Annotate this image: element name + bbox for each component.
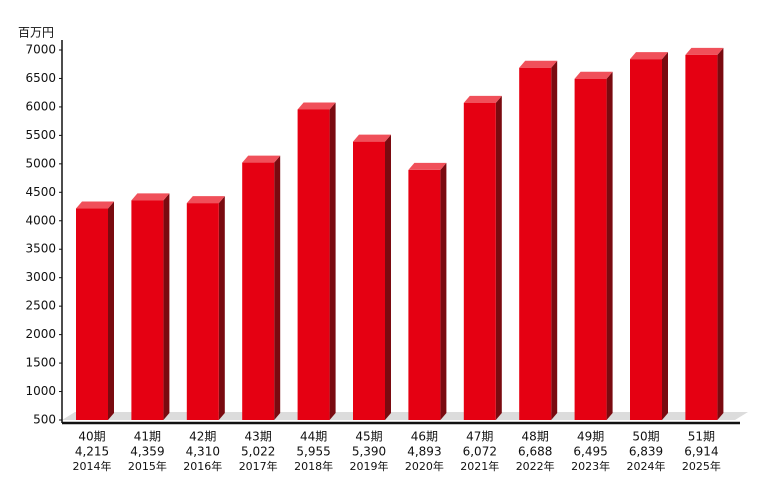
x-tick-label: 40期 — [78, 430, 105, 444]
bar-top — [76, 201, 114, 209]
bar-top — [463, 95, 502, 103]
bar-side — [495, 95, 502, 420]
bar — [131, 200, 164, 420]
year-label: 2014年 — [73, 459, 112, 473]
bar — [630, 59, 662, 421]
bar — [76, 208, 108, 420]
bar — [574, 78, 607, 420]
x-tick-label: 42期 — [189, 430, 216, 444]
bar — [685, 54, 718, 420]
bar-top — [297, 102, 336, 110]
bar-side — [606, 71, 613, 420]
bar — [463, 102, 496, 420]
bar-side — [717, 47, 724, 420]
y-tick-label: 3000 — [25, 270, 56, 284]
y-tick-label: 1000 — [25, 384, 56, 398]
bar-side — [385, 134, 391, 420]
x-tick-label: 44期 — [300, 430, 327, 444]
y-tick-label: 5500 — [25, 128, 56, 142]
y-tick-label: 4000 — [25, 213, 56, 227]
x-tick-label: 50期 — [632, 430, 659, 444]
value-label: 6,688 — [518, 445, 552, 459]
bar-side — [329, 102, 336, 420]
y-tick-label: 4500 — [25, 185, 56, 199]
value-label: 4,215 — [75, 445, 109, 459]
bar — [186, 203, 219, 420]
value-label: 4,359 — [130, 445, 164, 459]
bar-top — [574, 71, 613, 79]
x-tick-label: 48期 — [522, 430, 549, 444]
y-tick-label: 6500 — [25, 71, 56, 85]
bar — [297, 109, 330, 420]
value-label: 6,914 — [684, 445, 718, 459]
year-label: 2016年 — [183, 459, 222, 473]
y-tick-label: 2500 — [25, 299, 56, 313]
year-label: 2022年 — [516, 459, 555, 473]
bar — [353, 141, 385, 420]
bar-top — [630, 52, 668, 60]
bar-side — [551, 60, 558, 420]
bar-side — [662, 52, 668, 421]
x-tick-label: 43期 — [245, 430, 272, 444]
x-tick-label: 49期 — [577, 430, 604, 444]
year-label: 2023年 — [571, 459, 610, 473]
year-label: 2021年 — [460, 459, 499, 473]
bar-side — [218, 196, 225, 420]
year-label: 2020年 — [405, 459, 444, 473]
bar-top — [353, 134, 391, 142]
value-label: 5,022 — [241, 445, 275, 459]
x-tick-label: 41期 — [134, 430, 161, 444]
value-label: 6,495 — [573, 445, 607, 459]
x-tick-label: 45期 — [355, 430, 382, 444]
x-tick-label: 47期 — [466, 430, 493, 444]
y-tick-label: 1500 — [25, 356, 56, 370]
bar-side — [163, 193, 170, 420]
bar-top — [519, 60, 558, 68]
year-label: 2025年 — [682, 459, 721, 473]
y-tick-label: 7000 — [25, 43, 56, 57]
y-tick-label: 500 — [33, 413, 56, 427]
bar — [408, 169, 441, 420]
bar-side — [274, 155, 281, 420]
y-tick-label: 3500 — [25, 242, 56, 256]
y-tick-label: 6000 — [25, 99, 56, 113]
year-label: 2019年 — [350, 459, 389, 473]
year-label: 2024年 — [627, 459, 666, 473]
bar — [519, 67, 552, 420]
year-label: 2015年 — [128, 459, 167, 473]
value-label: 4,893 — [407, 445, 441, 459]
y-tick-label: 2000 — [25, 327, 56, 341]
y-tick-label: 5000 — [25, 156, 56, 170]
bar-top — [186, 196, 225, 204]
bar-side — [108, 201, 114, 420]
bar — [242, 162, 275, 420]
bar-side — [440, 162, 447, 420]
value-label: 5,390 — [352, 445, 386, 459]
year-label: 2018年 — [294, 459, 333, 473]
bar-top — [131, 193, 170, 201]
bar-top — [242, 155, 281, 163]
y-unit: 百万円 — [18, 26, 54, 40]
value-label: 6,072 — [463, 445, 497, 459]
value-label: 6,839 — [629, 445, 663, 459]
bar-top — [408, 162, 447, 170]
x-tick-label: 51期 — [688, 430, 715, 444]
x-tick-label: 46期 — [411, 430, 438, 444]
value-label: 5,955 — [296, 445, 330, 459]
bar-top — [685, 47, 724, 55]
year-label: 2017年 — [239, 459, 278, 473]
value-label: 4,310 — [186, 445, 220, 459]
